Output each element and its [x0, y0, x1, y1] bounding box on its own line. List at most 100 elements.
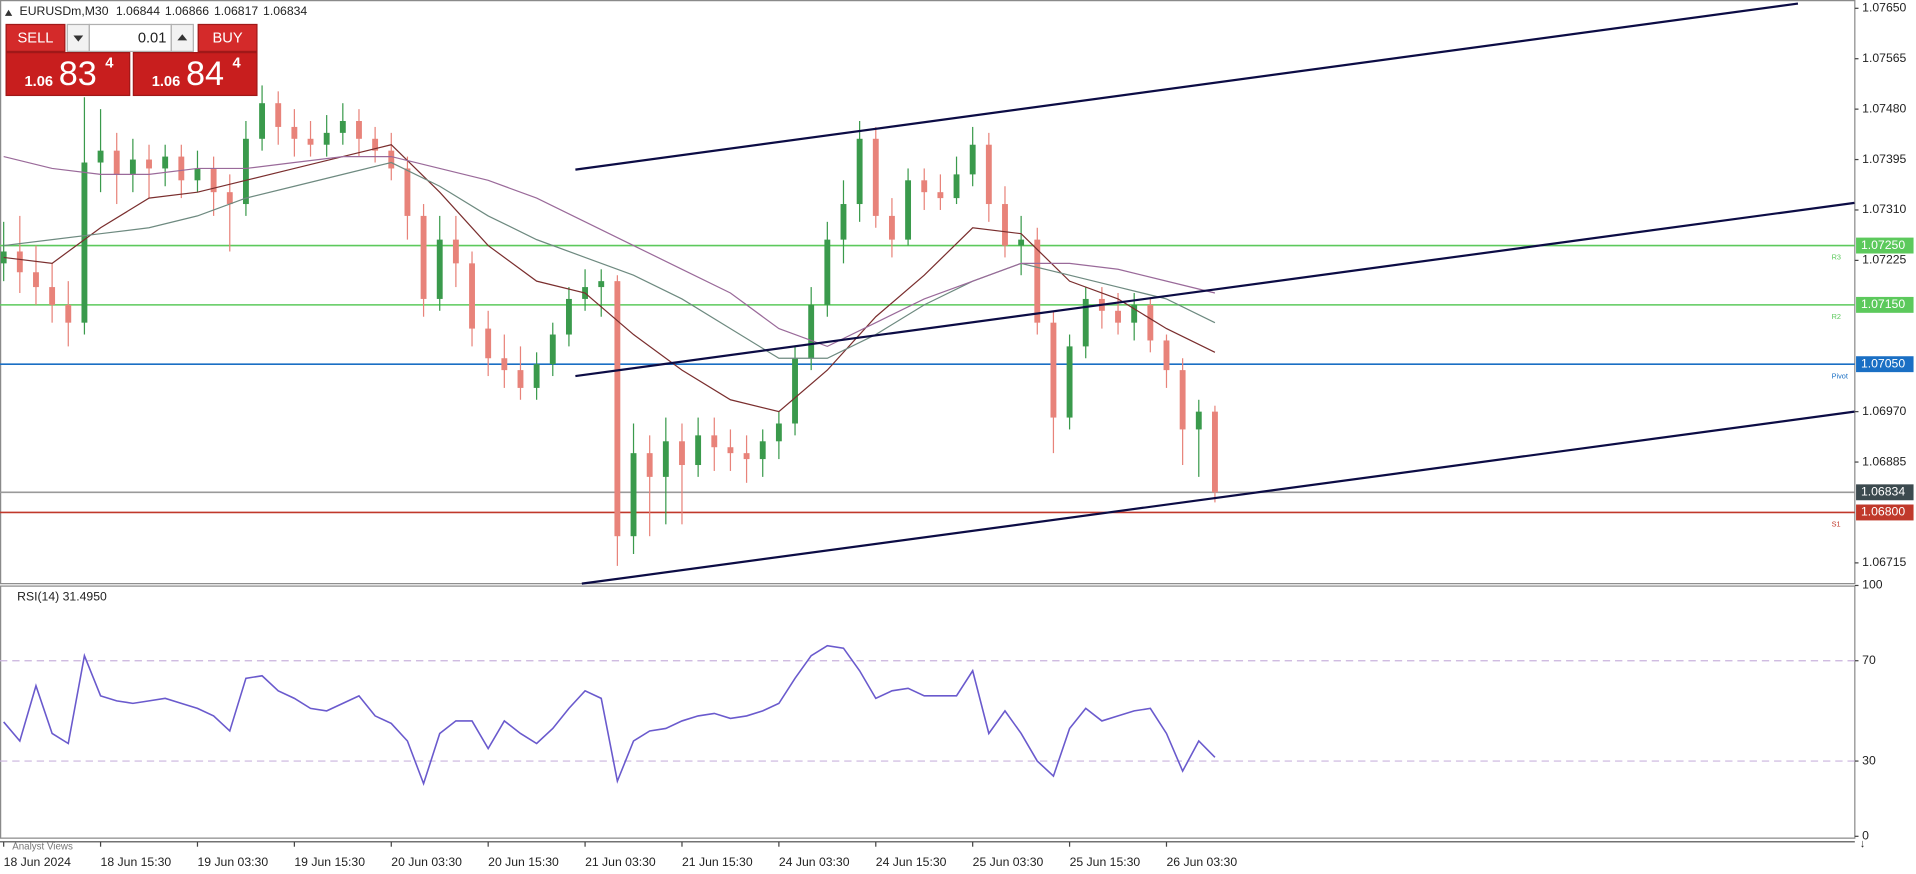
candle-body — [872, 138, 879, 216]
candle-body — [1034, 239, 1041, 323]
lot-value[interactable]: 0.01 — [138, 30, 167, 46]
candle-body — [16, 251, 23, 273]
candle-body — [969, 144, 976, 175]
candle-body — [598, 281, 605, 288]
close: 1.06834 — [263, 4, 307, 18]
chart-header: EURUSDm,M30 1.06844 1.06866 1.06817 1.06834 — [20, 4, 308, 18]
buy-price-prefix: 1.06 — [152, 74, 181, 90]
candle-body — [275, 103, 282, 127]
candle-body — [985, 144, 992, 205]
rsi-panel-frame — [0, 585, 1856, 839]
candle-body — [307, 138, 314, 145]
x-tick-label: 24 Jun 15:30 — [876, 855, 947, 869]
candle-body — [1163, 340, 1170, 371]
price-panel-frame — [0, 0, 1856, 585]
open: 1.06844 — [116, 4, 160, 18]
candle-body — [921, 180, 928, 193]
candle-body — [1131, 304, 1138, 323]
high: 1.06866 — [165, 4, 209, 18]
y-tick-label: 30 — [1862, 753, 1876, 767]
candle-body — [1050, 322, 1057, 418]
analyst-views-tab[interactable]: Analyst Views — [12, 841, 73, 852]
price-label-box — [1856, 356, 1914, 373]
trade-panel: SELL 0.01 BUY 1.06 83 4 1.06 84 4 — [5, 23, 258, 97]
candle-body — [226, 192, 233, 205]
buy-button[interactable] — [197, 23, 258, 53]
candle-body — [485, 328, 492, 359]
trendline — [581, 410, 1855, 585]
y-tick-label: 1.07650 — [1862, 1, 1906, 15]
x-tick-label: 19 Jun 03:30 — [197, 855, 268, 869]
candle-body — [129, 159, 136, 175]
x-tick-label: 20 Jun 03:30 — [391, 855, 462, 869]
candle-body — [1018, 239, 1025, 246]
x-tick-label: 21 Jun 03:30 — [585, 855, 656, 869]
candle-body — [1211, 411, 1218, 493]
candle-body — [695, 435, 702, 466]
moving-average — [3, 144, 1216, 413]
candle-body — [81, 162, 88, 323]
price-label-box — [1856, 237, 1914, 254]
x-tick-label: 18 Jun 15:30 — [101, 855, 172, 869]
buy-price-box[interactable] — [132, 52, 258, 97]
y-tick-label: 1.07310 — [1862, 202, 1906, 216]
y-tick-label: 1.07480 — [1862, 101, 1906, 115]
candle-body — [517, 370, 524, 388]
moving-average — [3, 155, 1216, 348]
sell-button[interactable] — [5, 23, 66, 53]
candle-body — [711, 435, 718, 448]
price-label: 1.07250 — [1861, 238, 1905, 252]
rsi-title: RSI(14) 31.4950 — [17, 589, 107, 603]
y-tick-label: 1.07395 — [1862, 152, 1906, 166]
candle-body — [65, 304, 72, 323]
candle-body — [792, 358, 798, 424]
candle-body — [533, 364, 540, 388]
scroll-arrow[interactable]: ↓ — [1860, 838, 1865, 850]
collapse-icon[interactable] — [4, 9, 13, 16]
candle-body — [1195, 411, 1202, 430]
y-tick-label: 1.06885 — [1862, 454, 1906, 468]
price-label: 1.06834 — [1861, 485, 1905, 499]
x-tick-label: 21 Jun 15:30 — [682, 855, 753, 869]
candle-body — [614, 281, 621, 537]
candle-body — [146, 159, 152, 169]
sell-price-main: 83 — [59, 55, 97, 93]
candle-body — [549, 334, 556, 365]
candle-body — [1082, 298, 1089, 347]
candle-body — [775, 423, 782, 442]
buy-label[interactable]: BUY — [212, 30, 242, 46]
candle-body — [178, 156, 185, 181]
candle-body — [1147, 304, 1154, 341]
candle-body — [452, 239, 459, 264]
candle-body — [1066, 346, 1073, 418]
candle-body — [194, 168, 201, 181]
candle-body — [937, 192, 944, 199]
candle-body — [743, 453, 750, 460]
candle-body — [501, 358, 508, 371]
sell-label[interactable]: SELL — [18, 30, 54, 46]
x-tick-label: 20 Jun 15:30 — [488, 855, 559, 869]
level-tag: R3 — [1832, 253, 1841, 262]
candle-body — [630, 453, 637, 537]
candle-body — [339, 120, 346, 133]
sell-price-box[interactable] — [5, 52, 131, 97]
down-arrow[interactable] — [73, 35, 84, 42]
y-tick-label: 1.07565 — [1862, 51, 1906, 65]
candle-body — [372, 138, 379, 151]
x-tick-label: 25 Jun 15:30 — [1070, 855, 1141, 869]
level-tag: R2 — [1832, 312, 1841, 321]
up-arrow[interactable] — [177, 34, 188, 41]
x-tick-label: 25 Jun 03:30 — [973, 855, 1044, 869]
y-tick-label: 1.07225 — [1862, 253, 1906, 267]
sell-price-fraction: 4 — [105, 56, 114, 72]
candle-body — [856, 138, 863, 205]
y-tick-label: 1.06715 — [1862, 555, 1906, 569]
candle-body — [259, 103, 266, 139]
low: 1.06817 — [214, 4, 258, 18]
candle-body — [953, 174, 960, 199]
candle-body — [404, 168, 411, 216]
y-tick-label: 100 — [1862, 578, 1883, 592]
